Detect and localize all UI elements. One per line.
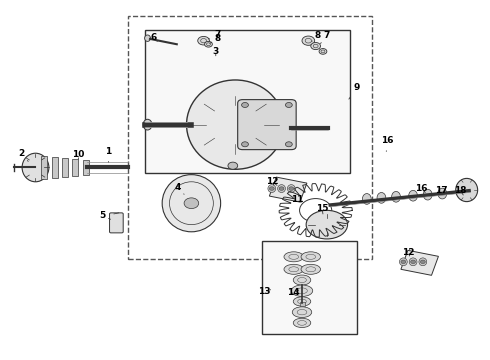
Circle shape	[279, 187, 284, 190]
Ellipse shape	[293, 275, 311, 285]
Bar	[262, 241, 357, 334]
Text: 17: 17	[435, 185, 447, 194]
Bar	[83, 160, 89, 175]
Ellipse shape	[399, 258, 407, 266]
Bar	[299, 302, 305, 306]
Ellipse shape	[284, 252, 303, 262]
Text: 8: 8	[312, 31, 321, 41]
Text: 16: 16	[415, 184, 428, 193]
Ellipse shape	[456, 179, 478, 202]
Ellipse shape	[145, 35, 150, 41]
Circle shape	[411, 260, 416, 264]
Text: 9: 9	[349, 83, 360, 99]
Circle shape	[198, 36, 209, 45]
Ellipse shape	[292, 307, 312, 318]
Text: 12: 12	[402, 248, 415, 257]
Circle shape	[270, 187, 274, 190]
Circle shape	[401, 260, 406, 264]
Ellipse shape	[409, 190, 417, 201]
Ellipse shape	[162, 175, 220, 232]
Circle shape	[184, 198, 199, 208]
Ellipse shape	[392, 192, 400, 202]
Text: 7: 7	[208, 30, 221, 39]
Circle shape	[289, 187, 294, 190]
Ellipse shape	[143, 119, 152, 130]
Circle shape	[319, 49, 327, 54]
Ellipse shape	[293, 318, 311, 328]
Ellipse shape	[363, 194, 371, 204]
Ellipse shape	[423, 189, 432, 200]
Circle shape	[420, 260, 425, 264]
Text: 4: 4	[174, 183, 184, 194]
Ellipse shape	[293, 297, 311, 306]
Text: 14: 14	[288, 288, 300, 297]
Ellipse shape	[409, 258, 417, 266]
Text: 18: 18	[454, 186, 466, 195]
Ellipse shape	[284, 264, 303, 274]
Text: 2: 2	[19, 149, 28, 161]
Ellipse shape	[288, 185, 295, 193]
Text: 10: 10	[72, 150, 85, 159]
Text: 5: 5	[99, 211, 111, 220]
FancyBboxPatch shape	[110, 213, 123, 233]
Circle shape	[204, 41, 212, 47]
Text: 11: 11	[291, 195, 303, 204]
Circle shape	[286, 103, 292, 108]
Text: 13: 13	[258, 287, 271, 296]
Bar	[41, 156, 47, 179]
Text: 15: 15	[316, 204, 328, 214]
Bar	[145, 30, 350, 173]
Bar	[401, 250, 439, 275]
Ellipse shape	[22, 153, 49, 182]
Ellipse shape	[301, 252, 320, 262]
Text: 1: 1	[105, 147, 112, 162]
Circle shape	[302, 36, 315, 45]
Text: 16: 16	[381, 136, 393, 152]
Ellipse shape	[291, 285, 313, 296]
Ellipse shape	[187, 80, 284, 169]
Text: 12: 12	[266, 177, 278, 186]
Ellipse shape	[268, 185, 276, 193]
Ellipse shape	[419, 258, 427, 266]
Bar	[73, 159, 78, 176]
Bar	[62, 158, 68, 177]
Text: 3: 3	[213, 47, 219, 56]
Bar	[270, 177, 307, 202]
Ellipse shape	[301, 264, 320, 274]
Circle shape	[242, 103, 248, 108]
Ellipse shape	[377, 193, 386, 203]
Circle shape	[228, 162, 238, 169]
Ellipse shape	[306, 210, 347, 239]
Ellipse shape	[278, 185, 286, 193]
Text: 8: 8	[210, 35, 221, 44]
Text: 7: 7	[320, 31, 330, 44]
FancyBboxPatch shape	[238, 100, 296, 150]
Ellipse shape	[438, 188, 447, 199]
Circle shape	[242, 142, 248, 147]
Circle shape	[311, 42, 320, 50]
Text: 6: 6	[151, 33, 157, 42]
Circle shape	[286, 142, 292, 147]
Bar	[51, 157, 57, 178]
